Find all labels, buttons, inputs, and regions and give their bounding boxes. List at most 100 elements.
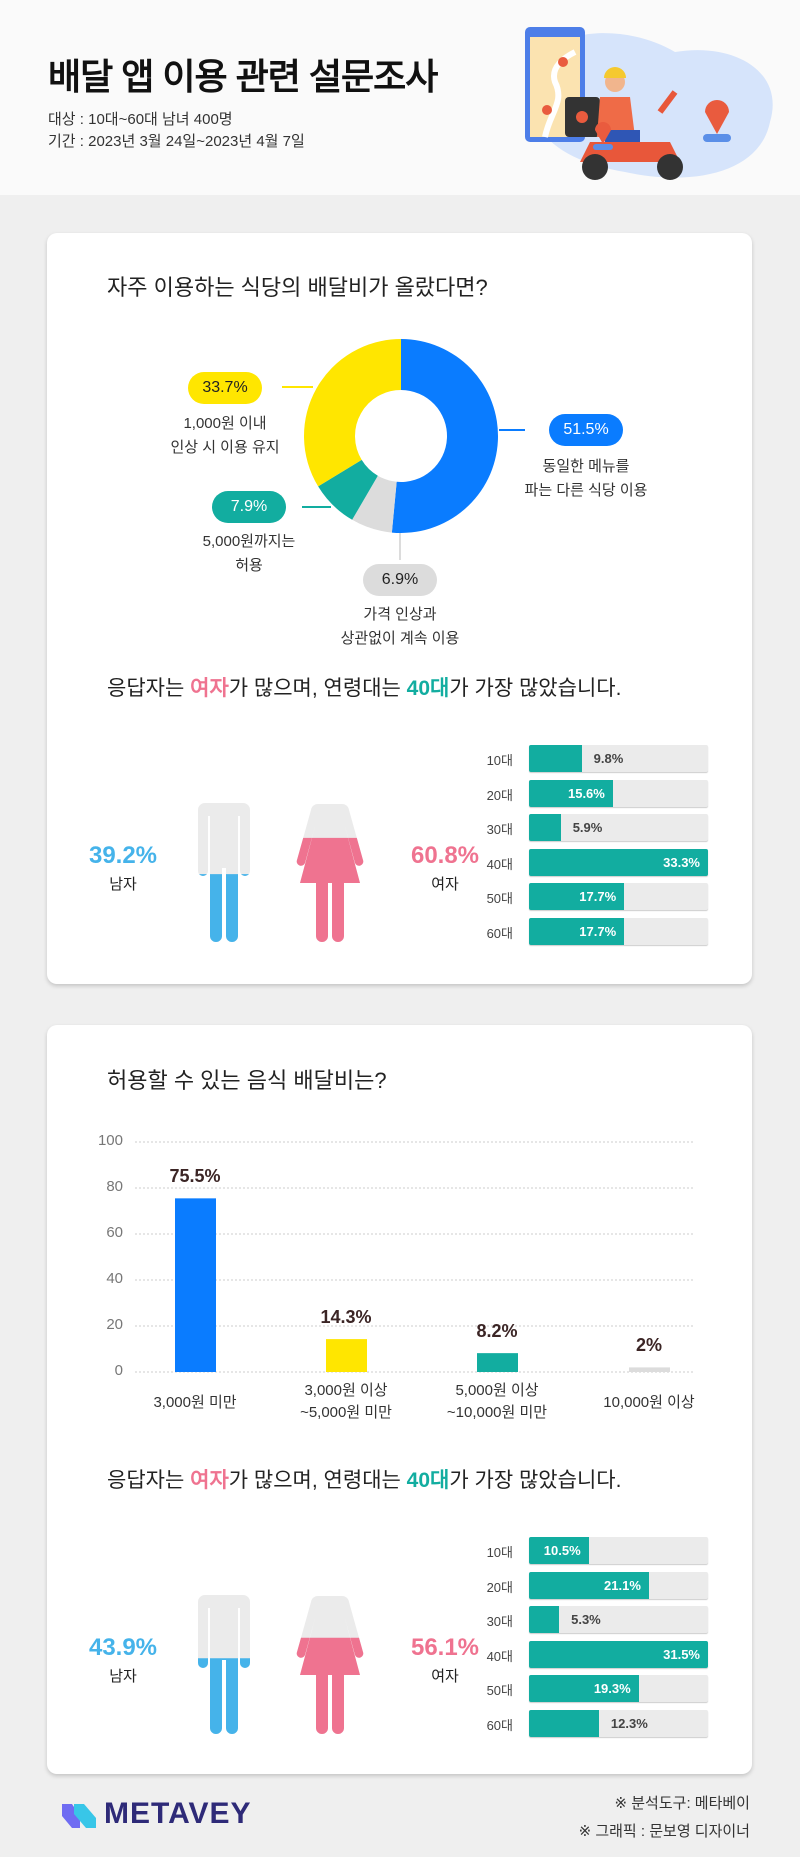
bar	[326, 1339, 367, 1372]
age-label: 40대	[486, 1648, 513, 1664]
age-bar-value: 17.7%	[579, 923, 617, 939]
graphic-credit: ※ 그래픽 : 문보영 디자이너	[578, 1823, 750, 1840]
age-bar-fill	[529, 1537, 589, 1564]
age-bar: 5.9%	[529, 814, 708, 841]
age-bar-value: 12.3%	[610, 1715, 648, 1731]
survey-target: 대상 : 10대~60대 남녀 400명	[48, 111, 233, 128]
age-label: 20대	[486, 787, 513, 803]
age-bar-fill	[529, 1675, 639, 1702]
age-bar-fill	[529, 848, 708, 876]
question-2: 허용할 수 있는 음식 배달비는?	[107, 1068, 387, 1093]
bar-value-label: 2%	[635, 1335, 663, 1356]
female-percent: 60.8%	[410, 842, 480, 869]
age-bar: 21.1%	[529, 1571, 708, 1599]
donut-slice	[304, 338, 401, 487]
age-label: 30대	[486, 1614, 513, 1629]
slice-label: 1,000원 이내 인상 시 이용 유지	[170, 412, 279, 460]
bar-value-label: 14.3%	[320, 1307, 372, 1328]
slice-label-line: 상관없이 계속 이용	[340, 630, 460, 647]
male-label: 남자	[109, 876, 137, 893]
age-bar-fill	[529, 779, 613, 807]
slice-percent-pill: 6.9%	[363, 564, 437, 596]
bar-value-label: 8.2%	[476, 1321, 518, 1342]
y-tick-label: 0	[114, 1362, 123, 1379]
bar	[629, 1367, 670, 1372]
headline-part: 가 가장 많았습니다.	[449, 677, 622, 700]
age-label: 60대	[486, 925, 513, 941]
age-bar-value: 15.6%	[567, 785, 605, 801]
donut-chart	[282, 338, 525, 560]
age-bar: 33.3%	[529, 848, 708, 876]
y-tick-label: 80	[106, 1178, 123, 1195]
age-bar-value: 5.9%	[572, 820, 603, 835]
slice-label-line: 파는 다른 식당 이용	[524, 482, 648, 499]
age-bar-value: 5.3%	[571, 1612, 601, 1627]
age-bar-fill	[529, 917, 625, 945]
age-bar-fill	[529, 1640, 708, 1668]
age-bar: 5.3%	[529, 1606, 708, 1633]
age-bar: 12.3%	[529, 1709, 708, 1737]
age-bar: 10.5%	[529, 1537, 708, 1564]
age-label: 20대	[486, 1579, 513, 1595]
metavey-logo-text: METAVEY	[104, 1797, 252, 1830]
age-label: 60대	[486, 1717, 513, 1733]
headline-part: 여자	[190, 1469, 229, 1492]
age-bar: 19.3%	[529, 1675, 708, 1702]
age-bar: 31.5%	[529, 1640, 708, 1668]
slice-label-line: 동일한 메뉴를	[542, 458, 630, 475]
age-bar-value: 17.7%	[579, 889, 617, 904]
age-bar: 17.7%	[529, 883, 708, 910]
bar	[477, 1353, 518, 1372]
age-bar-value: 21.1%	[604, 1577, 641, 1593]
age-label: 50대	[486, 1683, 513, 1698]
male-label: 남자	[109, 1668, 137, 1685]
category-label-line: ~10,000원 미만	[446, 1404, 548, 1421]
age-label: 50대	[486, 891, 513, 906]
age-bar-fill	[529, 1571, 649, 1599]
female-label: 여자	[431, 1668, 459, 1685]
headline-part: 응답자는	[107, 1469, 191, 1492]
slice-label-line: 가격 인상과	[363, 606, 437, 623]
slice-percent-pill: 33.7%	[188, 372, 262, 404]
analysis-tool-credit: ※ 분석도구: 메타베이	[614, 1795, 750, 1812]
respondents-headline-1: 응답자는 여자가 많으며, 연령대는 40대가 가장 많았습니다.	[107, 672, 621, 702]
y-tick-label: 60	[106, 1224, 123, 1241]
gender-figures	[193, 1564, 364, 1734]
donut-slice	[318, 459, 378, 520]
respondents-headline-2: 응답자는 여자가 많으며, 연령대는 40대가 가장 많았습니다.	[107, 1464, 621, 1494]
slice-percent-pill: 51.5%	[549, 414, 623, 446]
age-bar-value: 33.3%	[663, 854, 700, 870]
bar-chart	[135, 1141, 694, 1373]
age-bar-fill	[529, 1606, 560, 1633]
y-tick-label: 40	[106, 1270, 123, 1287]
category-label-line: 10,000원 이상	[603, 1394, 695, 1411]
male-figure-icon	[193, 772, 250, 942]
age-label: 10대	[486, 753, 513, 768]
headline-part: 40대	[406, 1469, 450, 1492]
female-percent: 56.1%	[410, 1634, 480, 1661]
delivery-illustration	[525, 27, 773, 180]
bar-value-label: 75.5%	[169, 1166, 221, 1187]
age-label: 30대	[486, 822, 513, 837]
age-bar-value: 19.3%	[593, 1681, 631, 1696]
category-label: 3,000원 미만	[153, 1392, 236, 1414]
y-tick-label: 100	[97, 1132, 123, 1149]
age-bar-value: 10.5%	[543, 1543, 581, 1558]
headline-part: 응답자는	[107, 677, 191, 700]
headline-part: 가 많으며, 연령대는	[228, 677, 407, 700]
question-1: 자주 이용하는 식당의 배달비가 올랐다면?	[107, 275, 488, 300]
category-label-line: 3,000원 이상	[304, 1382, 388, 1399]
bar	[175, 1198, 216, 1372]
headline-part: 가 많으며, 연령대는	[228, 1469, 407, 1492]
female-figure-icon	[296, 1564, 364, 1734]
page-title: 배달 앱 이용 관련 설문조사	[48, 56, 438, 97]
category-label-line: 5,000원 이상	[455, 1382, 539, 1399]
slice-label-line: 5,000원까지는	[202, 533, 296, 550]
age-bar-value: 31.5%	[663, 1646, 700, 1662]
age-bar-value: 9.8%	[593, 751, 624, 766]
slice-label-line: 허용	[235, 557, 263, 574]
donut-slice	[391, 339, 498, 533]
